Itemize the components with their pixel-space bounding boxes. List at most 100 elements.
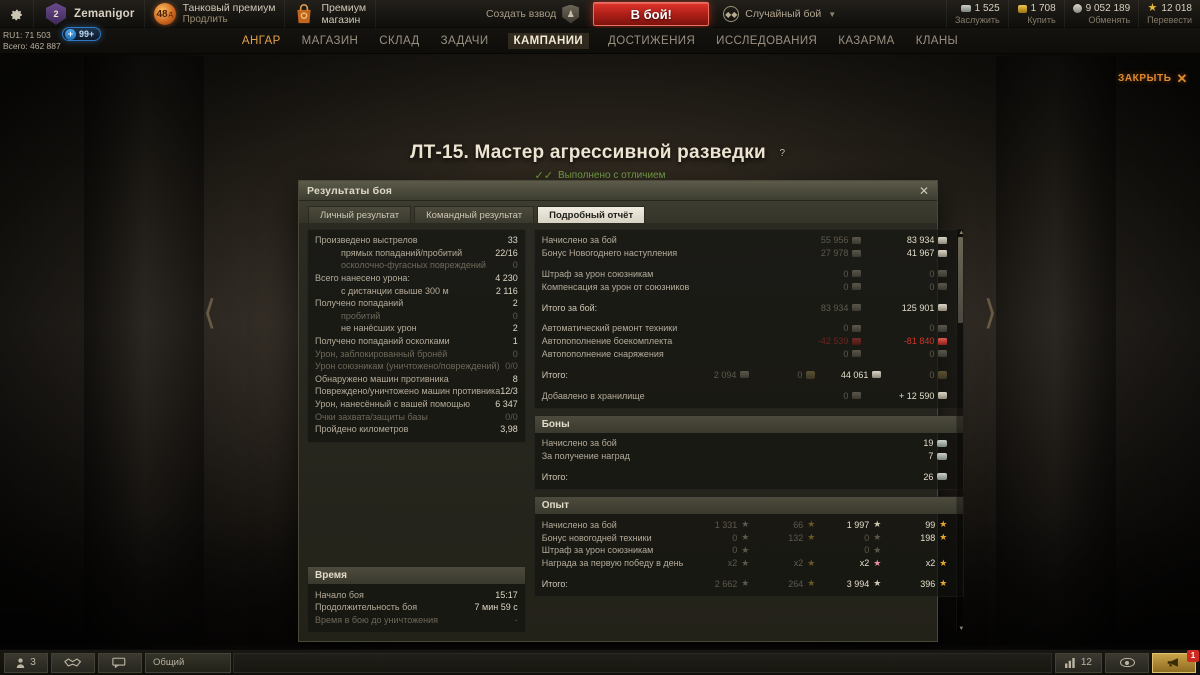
credits-subtotal-label: Итого за бой: bbox=[541, 302, 598, 313]
help-icon[interactable]: ? bbox=[779, 147, 786, 159]
time-value: 15:17 bbox=[495, 589, 518, 600]
credits-action[interactable]: Обменять bbox=[1088, 15, 1131, 25]
stat-value: 4 230 bbox=[495, 273, 518, 284]
stat-label: Очки захвата/защиты базы bbox=[315, 411, 428, 422]
handshake-icon bbox=[63, 658, 81, 667]
nav-item-hangar[interactable]: АНГАР bbox=[241, 34, 281, 47]
currency-credits[interactable]: 9 052 189 Обменять bbox=[1063, 0, 1139, 28]
xp-total: 1 997 ★ bbox=[846, 519, 882, 530]
battle-mode-label[interactable]: Случайный бой bbox=[745, 8, 822, 20]
stat-label: Получено попаданий осколками bbox=[315, 336, 450, 347]
credits-base: 55 956 bbox=[775, 235, 862, 245]
battle-button[interactable]: В бой! bbox=[593, 2, 710, 26]
bonds-action[interactable]: Заслужить bbox=[955, 15, 1000, 25]
mission-header: ЛТ-15. Мастер агрессивной разведки ? ✓✓ … bbox=[0, 142, 1200, 182]
stat-value: 12/3 bbox=[500, 386, 518, 397]
credits-base: 0 bbox=[775, 282, 862, 292]
statistics-count: 12 bbox=[1080, 657, 1092, 668]
expense-row: Автопополнение снаряжения 0 0 bbox=[542, 348, 948, 361]
free-xp-star-icon: ★ bbox=[807, 519, 816, 530]
currency-free-xp[interactable]: ★ 12 018 Перевести bbox=[1138, 0, 1200, 28]
close-campaign-button[interactable]: ЗАКРЫТЬ ✕ bbox=[1118, 72, 1188, 85]
notifications-badge[interactable]: + 99+ bbox=[62, 27, 102, 41]
tab-team-result[interactable]: Командный результат bbox=[414, 206, 535, 223]
stat-value: 8 bbox=[512, 373, 518, 384]
nav-item-clans[interactable]: КЛАНЫ bbox=[915, 34, 959, 47]
statistics-button[interactable]: 12 bbox=[1054, 652, 1102, 673]
nav-item-shop[interactable]: МАГАЗИН bbox=[301, 34, 359, 47]
nav-item-barracks[interactable]: КАЗАРМА bbox=[838, 34, 895, 47]
credit-icon bbox=[852, 350, 862, 358]
time-panel-body: Начало боя 15:17 Продолжительность боя 7 м… bbox=[308, 584, 525, 632]
chevron-down-icon[interactable]: ▼ bbox=[828, 9, 837, 19]
dialog-close-icon[interactable]: ✕ bbox=[918, 183, 929, 198]
spectate-button[interactable] bbox=[1105, 652, 1149, 673]
messages-button[interactable] bbox=[98, 652, 142, 673]
bonds-label: Начислено за бой bbox=[541, 438, 617, 449]
stat-label: не нанёсших урон bbox=[341, 323, 417, 334]
expense-total: -81 840 bbox=[861, 336, 948, 346]
time-label: Продолжительность боя bbox=[315, 602, 418, 613]
xp-row: Начислено за бой 1 331 ★ 66 ★ 1 997 ★ 99 ★ bbox=[542, 518, 948, 531]
gold-icon bbox=[806, 370, 816, 379]
chat-input-bar[interactable] bbox=[233, 652, 1052, 673]
eye-icon bbox=[1119, 658, 1135, 667]
scroll-up-arrow[interactable]: ▲ bbox=[958, 230, 965, 236]
xp-star-icon: ★ bbox=[873, 557, 882, 568]
stat-row: Урон, нанесённый с вашей помощью 6 347 bbox=[315, 398, 518, 411]
player-nickname: Zemanigor bbox=[74, 8, 135, 20]
credits-label: Компенсация за урон от союзников bbox=[541, 281, 690, 292]
scrollbar-thumb[interactable] bbox=[958, 237, 964, 323]
xp-label: Бонус новогодней техники bbox=[541, 532, 652, 543]
free-xp-star-icon: ★ bbox=[939, 519, 948, 530]
tab-detailed-report[interactable]: Подробный отчёт bbox=[537, 206, 646, 223]
dialog-title: Результаты боя bbox=[307, 184, 393, 197]
notifications-center-button[interactable]: 1 bbox=[1152, 649, 1199, 673]
friends-button[interactable]: 3 bbox=[4, 652, 48, 673]
contacts-button[interactable] bbox=[51, 652, 95, 673]
free-xp-action[interactable]: Перевести bbox=[1147, 15, 1192, 25]
currency-bonds[interactable]: 1 525 Заслужить bbox=[946, 0, 1008, 28]
credit-icon bbox=[852, 304, 862, 312]
currency-gold[interactable]: 1 708 Купить bbox=[1007, 0, 1064, 28]
premium-extend-link[interactable]: Продлить bbox=[182, 14, 228, 26]
scroll-down-arrow[interactable]: ▼ bbox=[958, 626, 965, 632]
stat-value: 33 bbox=[507, 235, 518, 246]
bonds-label: За получение наград bbox=[541, 451, 630, 462]
time-label: Время в бою до уничтожения bbox=[315, 614, 439, 625]
free-xp-star-icon: ★ bbox=[939, 532, 948, 543]
stat-row: Повреждено/уничтожено машин противника 12… bbox=[315, 385, 518, 398]
xp-star-icon: ★ bbox=[873, 519, 882, 530]
stat-label: осколочно-фугасных повреждений bbox=[341, 260, 486, 271]
create-platoon-label[interactable]: Создать взвод bbox=[485, 8, 557, 20]
previous-vehicle-arrow[interactable]: ⟨ bbox=[203, 293, 217, 333]
stat-row: Пройдено километров 3,98 bbox=[315, 423, 518, 436]
credits-label: Штраф за урон союзникам bbox=[541, 268, 654, 279]
credit-icon bbox=[938, 270, 948, 278]
chat-channel-tab[interactable]: Общий bbox=[145, 652, 231, 673]
mission-title-row: ЛТ-15. Мастер агрессивной разведки ? bbox=[410, 142, 790, 164]
credit-icon bbox=[872, 371, 882, 379]
nav-item-campaigns[interactable]: КАМПАНИИ bbox=[507, 32, 590, 49]
nav-item-depot[interactable]: СКЛАД bbox=[379, 34, 420, 47]
tab-personal-result[interactable]: Личный результат bbox=[308, 206, 412, 223]
nav-item-missions[interactable]: ЗАДАЧИ bbox=[440, 34, 489, 47]
nav-item-research[interactable]: ИССЛЕДОВАНИЯ bbox=[716, 34, 818, 47]
stat-row: Всего нанесено урона: 4 230 bbox=[315, 272, 518, 285]
stat-value: 22/16 bbox=[495, 247, 518, 258]
nav-item-achievements[interactable]: ДОСТИЖЕНИЯ bbox=[608, 34, 696, 47]
clan-badge-icon: 2 bbox=[43, 2, 69, 26]
xp-row: Бонус новогодней техники 0 ★ 132 ★ 0 ★ 198 ★ bbox=[542, 531, 948, 544]
next-vehicle-arrow[interactable]: ⟩ bbox=[983, 293, 997, 333]
credit-icon bbox=[852, 283, 862, 291]
time-panel-header: Время bbox=[308, 567, 525, 585]
premium-shop-button[interactable]: Премиум магазин bbox=[285, 0, 377, 28]
expense-label: Автоматический ремонт техники bbox=[541, 323, 678, 334]
bonds-icon bbox=[937, 439, 948, 447]
results-scrollbar[interactable]: ▲ ▼ bbox=[956, 229, 965, 633]
premium-account-button[interactable]: 48 д Танковый премиум Продлить bbox=[145, 0, 286, 28]
settings-button[interactable] bbox=[0, 0, 34, 28]
platoon-icon[interactable]: ♟ bbox=[562, 4, 580, 24]
player-profile[interactable]: 2 Zemanigor bbox=[34, 0, 145, 28]
gold-action[interactable]: Купить bbox=[1027, 15, 1056, 25]
